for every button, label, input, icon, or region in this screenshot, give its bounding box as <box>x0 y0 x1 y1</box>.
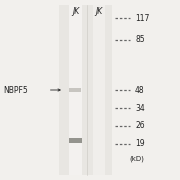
Text: 48: 48 <box>135 86 145 94</box>
Bar <box>69 88 81 92</box>
Bar <box>69 138 82 143</box>
Bar <box>69 5 82 175</box>
Text: 34: 34 <box>135 103 145 112</box>
Text: 85: 85 <box>135 35 145 44</box>
Text: 19: 19 <box>135 140 145 148</box>
Bar <box>93 5 105 175</box>
Text: 26: 26 <box>135 122 145 130</box>
Text: 117: 117 <box>135 14 149 22</box>
Text: JK: JK <box>95 7 103 16</box>
Text: NBPF5: NBPF5 <box>4 86 28 94</box>
Bar <box>59 5 112 175</box>
Text: (kD): (kD) <box>130 155 145 162</box>
Text: JK: JK <box>72 7 79 16</box>
